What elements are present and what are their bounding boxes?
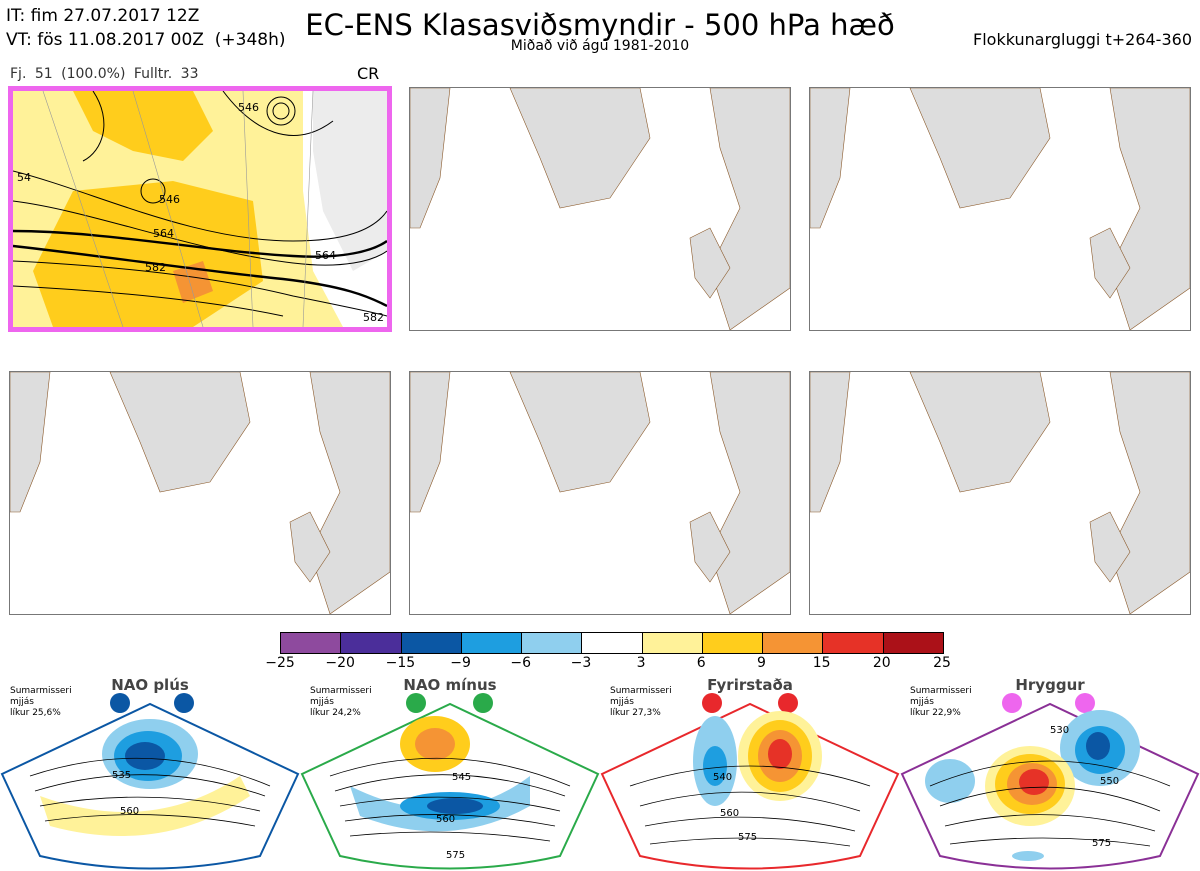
contour-label: 582 (363, 311, 384, 324)
regime-dot (174, 693, 194, 713)
contour-label: 560 (720, 808, 739, 819)
regime-title: Fyrirstaða (707, 676, 793, 694)
regime-note: Sumarmisseri mjjás líkur 27,3% (610, 686, 672, 718)
colorbar-swatch (461, 633, 523, 653)
contour-label: 545 (452, 772, 471, 783)
contour-label: 582 (145, 261, 166, 274)
regime-dot (473, 693, 493, 713)
panel-info: Fj. 51 (100.0%) Fulltr. 33 (10, 66, 199, 82)
regime-dot (1075, 693, 1095, 713)
contour-label: 564 (153, 227, 174, 240)
regime-nao-plus: NAO plús Sumarmisseri mjjás líkur 25,6% … (0, 676, 300, 871)
colorbar-tick: 15 (812, 655, 831, 671)
colorbar-swatch (281, 633, 342, 653)
colorbar-swatch (401, 633, 462, 653)
empty-map-2 (410, 88, 790, 330)
contour-label: 575 (446, 850, 465, 861)
regime-dot (406, 693, 426, 713)
regime-note: Sumarmisseri mjjás líkur 25,6% (10, 686, 72, 718)
colorbar-ticks: −25 −20 −15 −9 −6 −3 3 6 9 15 20 25 (0, 655, 1200, 675)
empty-map-3 (810, 88, 1190, 330)
empty-map-4 (10, 372, 390, 614)
contour-label: 550 (1100, 776, 1119, 787)
colorbar-tick: 3 (636, 655, 646, 671)
regime-title: NAO plús (111, 676, 189, 694)
colorbar-swatch (642, 633, 703, 653)
empty-map-5 (410, 372, 790, 614)
contour-label: 560 (120, 806, 139, 817)
page-subtitle: Miðað við ágú 1981-2010 (510, 38, 690, 54)
regime-map: 535 560 (0, 693, 300, 870)
colorbar-swatch (763, 633, 824, 653)
regime-dot (1002, 693, 1022, 713)
colorbar-swatch (341, 633, 402, 653)
cluster-panel-2[interactable] (409, 87, 791, 331)
window-label: Flokkunargluggi t+264-360 (973, 30, 1192, 49)
cluster-panel-4[interactable] (9, 371, 391, 615)
colorbar-swatch (702, 633, 764, 653)
colorbar-tick: −15 (385, 655, 416, 671)
vt-line: VT: fös 11.08.2017 00Z (+348h) (6, 30, 286, 50)
cluster-panel-5[interactable] (409, 371, 791, 615)
regime-title: NAO mínus (403, 676, 497, 694)
regime-blocking: Fyrirstaða Sumarmisseri mjjás líkur 27,3… (600, 676, 900, 871)
regime-map: 545 560 575 (300, 693, 600, 870)
colorbar-swatch (883, 633, 943, 653)
colorbar (280, 632, 944, 654)
colorbar-tick: 25 (933, 655, 951, 671)
regime-map: 540 560 575 (600, 693, 900, 870)
cluster-panel-1[interactable]: 546 546 564 564 582 582 54 (8, 86, 392, 332)
regime-map: 530 550 575 (900, 693, 1200, 870)
cluster-panel-6[interactable] (809, 371, 1191, 615)
it-line: IT: fim 27.07.2017 12Z (6, 6, 200, 26)
panel-tag: CR (357, 64, 380, 83)
cluster-panel-3[interactable] (809, 87, 1191, 331)
cluster-map-1: 546 546 564 564 582 582 54 (13, 91, 387, 327)
contour-label: 560 (436, 814, 455, 825)
contour-label: 546 (159, 193, 180, 206)
colorbar-tick: 20 (872, 655, 891, 671)
regime-ridge: Hryggur Sumarmisseri mjjás líkur 22,9% 5… (900, 676, 1200, 871)
colorbar-tick: −25 (265, 655, 295, 671)
contour-label: 575 (738, 832, 757, 843)
contour-label: 564 (315, 249, 336, 262)
regime-dot (778, 693, 798, 713)
colorbar-tick: −6 (510, 655, 532, 671)
colorbar-swatch (522, 633, 583, 653)
page-title: EC-ENS Klasasviðsmyndir - 500 hPa hæð (305, 8, 895, 42)
empty-map-6 (810, 372, 1190, 614)
contour-label: 546 (238, 101, 259, 114)
colorbar-tick: −20 (325, 655, 355, 671)
colorbar-tick: 9 (756, 655, 766, 671)
contour-label: 530 (1050, 725, 1069, 736)
contour-label: 54 (17, 171, 31, 184)
colorbar-tick: 6 (696, 655, 706, 671)
regime-note: Sumarmisseri mjjás líkur 22,9% (910, 686, 972, 718)
colorbar-tick: −9 (450, 655, 471, 671)
colorbar-tick: −3 (570, 655, 592, 671)
regime-nao-minus: NAO mínus Sumarmisseri mjjás líkur 24,2%… (300, 676, 600, 871)
regime-dot (110, 693, 130, 713)
contour-label: 540 (713, 772, 732, 783)
regime-note: Sumarmisseri mjjás líkur 24,2% (310, 686, 372, 718)
regime-dot (702, 693, 722, 713)
header-times: IT: fim 27.07.2017 12Z VT: fös 11.08.2017… (6, 4, 285, 52)
contour-label: 535 (112, 770, 131, 781)
regime-title: Hryggur (1015, 676, 1085, 694)
colorbar-swatch (582, 633, 643, 653)
contour-label: 575 (1092, 838, 1111, 849)
colorbar-swatch (823, 633, 884, 653)
